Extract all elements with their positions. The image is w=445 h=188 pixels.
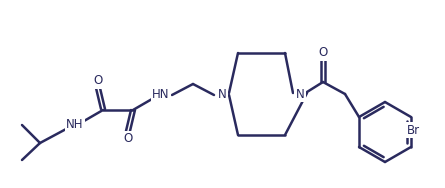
Text: NH: NH <box>66 118 84 131</box>
Text: N: N <box>295 87 304 101</box>
Text: O: O <box>318 46 328 59</box>
Text: O: O <box>93 74 103 87</box>
Text: HN: HN <box>152 89 170 102</box>
Text: N: N <box>218 87 227 101</box>
Text: O: O <box>123 133 133 146</box>
Text: Br: Br <box>406 124 420 136</box>
